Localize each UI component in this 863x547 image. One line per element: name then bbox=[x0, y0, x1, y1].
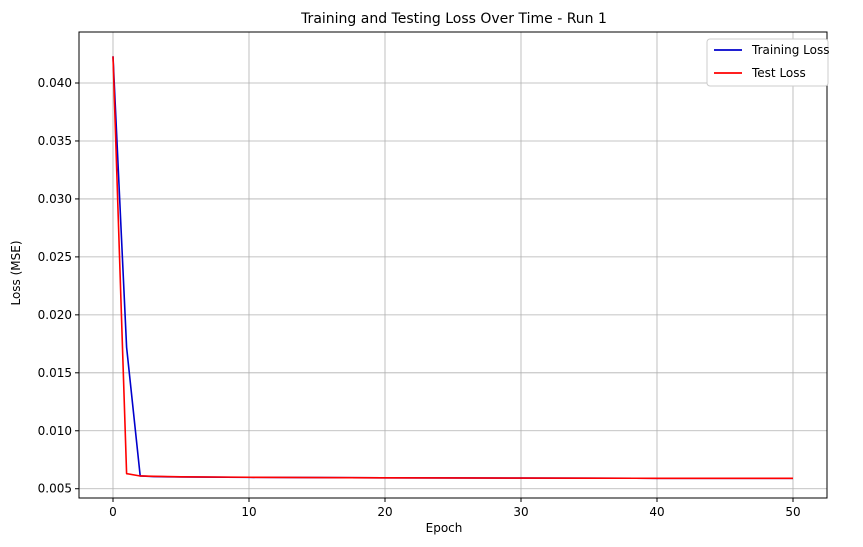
x-tick-label: 10 bbox=[241, 505, 256, 519]
legend-label-training-loss: Training Loss bbox=[751, 43, 829, 57]
chart-title: Training and Testing Loss Over Time - Ru… bbox=[300, 11, 607, 27]
x-tick-label: 50 bbox=[785, 505, 800, 519]
grid-lines bbox=[79, 32, 827, 498]
series-line-test-loss bbox=[112, 56, 793, 480]
x-tick-label: 40 bbox=[649, 505, 664, 519]
legend: Training Loss Test Loss bbox=[706, 38, 829, 87]
x-axis-ticks: 0 10 20 30 40 50 bbox=[109, 498, 801, 519]
x-tick-label: 30 bbox=[513, 505, 528, 519]
y-tick-label: 0.040 bbox=[38, 76, 72, 90]
y-tick-label: 0.015 bbox=[38, 366, 72, 380]
y-tick-label: 0.020 bbox=[38, 308, 72, 322]
y-axis-label: Loss (MSE) bbox=[9, 240, 23, 305]
y-tick-label: 0.030 bbox=[38, 192, 72, 206]
y-tick-label: 0.035 bbox=[38, 134, 72, 148]
x-axis-label: Epoch bbox=[426, 521, 463, 535]
y-tick-label: 0.005 bbox=[38, 482, 72, 496]
y-axis-ticks: 0.005 0.010 0.015 0.020 0.025 0.030 0.035 0.040 bbox=[38, 76, 79, 496]
plot-frame bbox=[78, 31, 828, 499]
y-tick-label: 0.010 bbox=[38, 424, 72, 438]
x-tick-label: 20 bbox=[377, 505, 392, 519]
y-tick-label: 0.025 bbox=[38, 250, 72, 264]
series-lines bbox=[112, 56, 793, 480]
legend-label-test-loss: Test Loss bbox=[751, 66, 806, 80]
x-tick-label: 0 bbox=[109, 505, 117, 519]
